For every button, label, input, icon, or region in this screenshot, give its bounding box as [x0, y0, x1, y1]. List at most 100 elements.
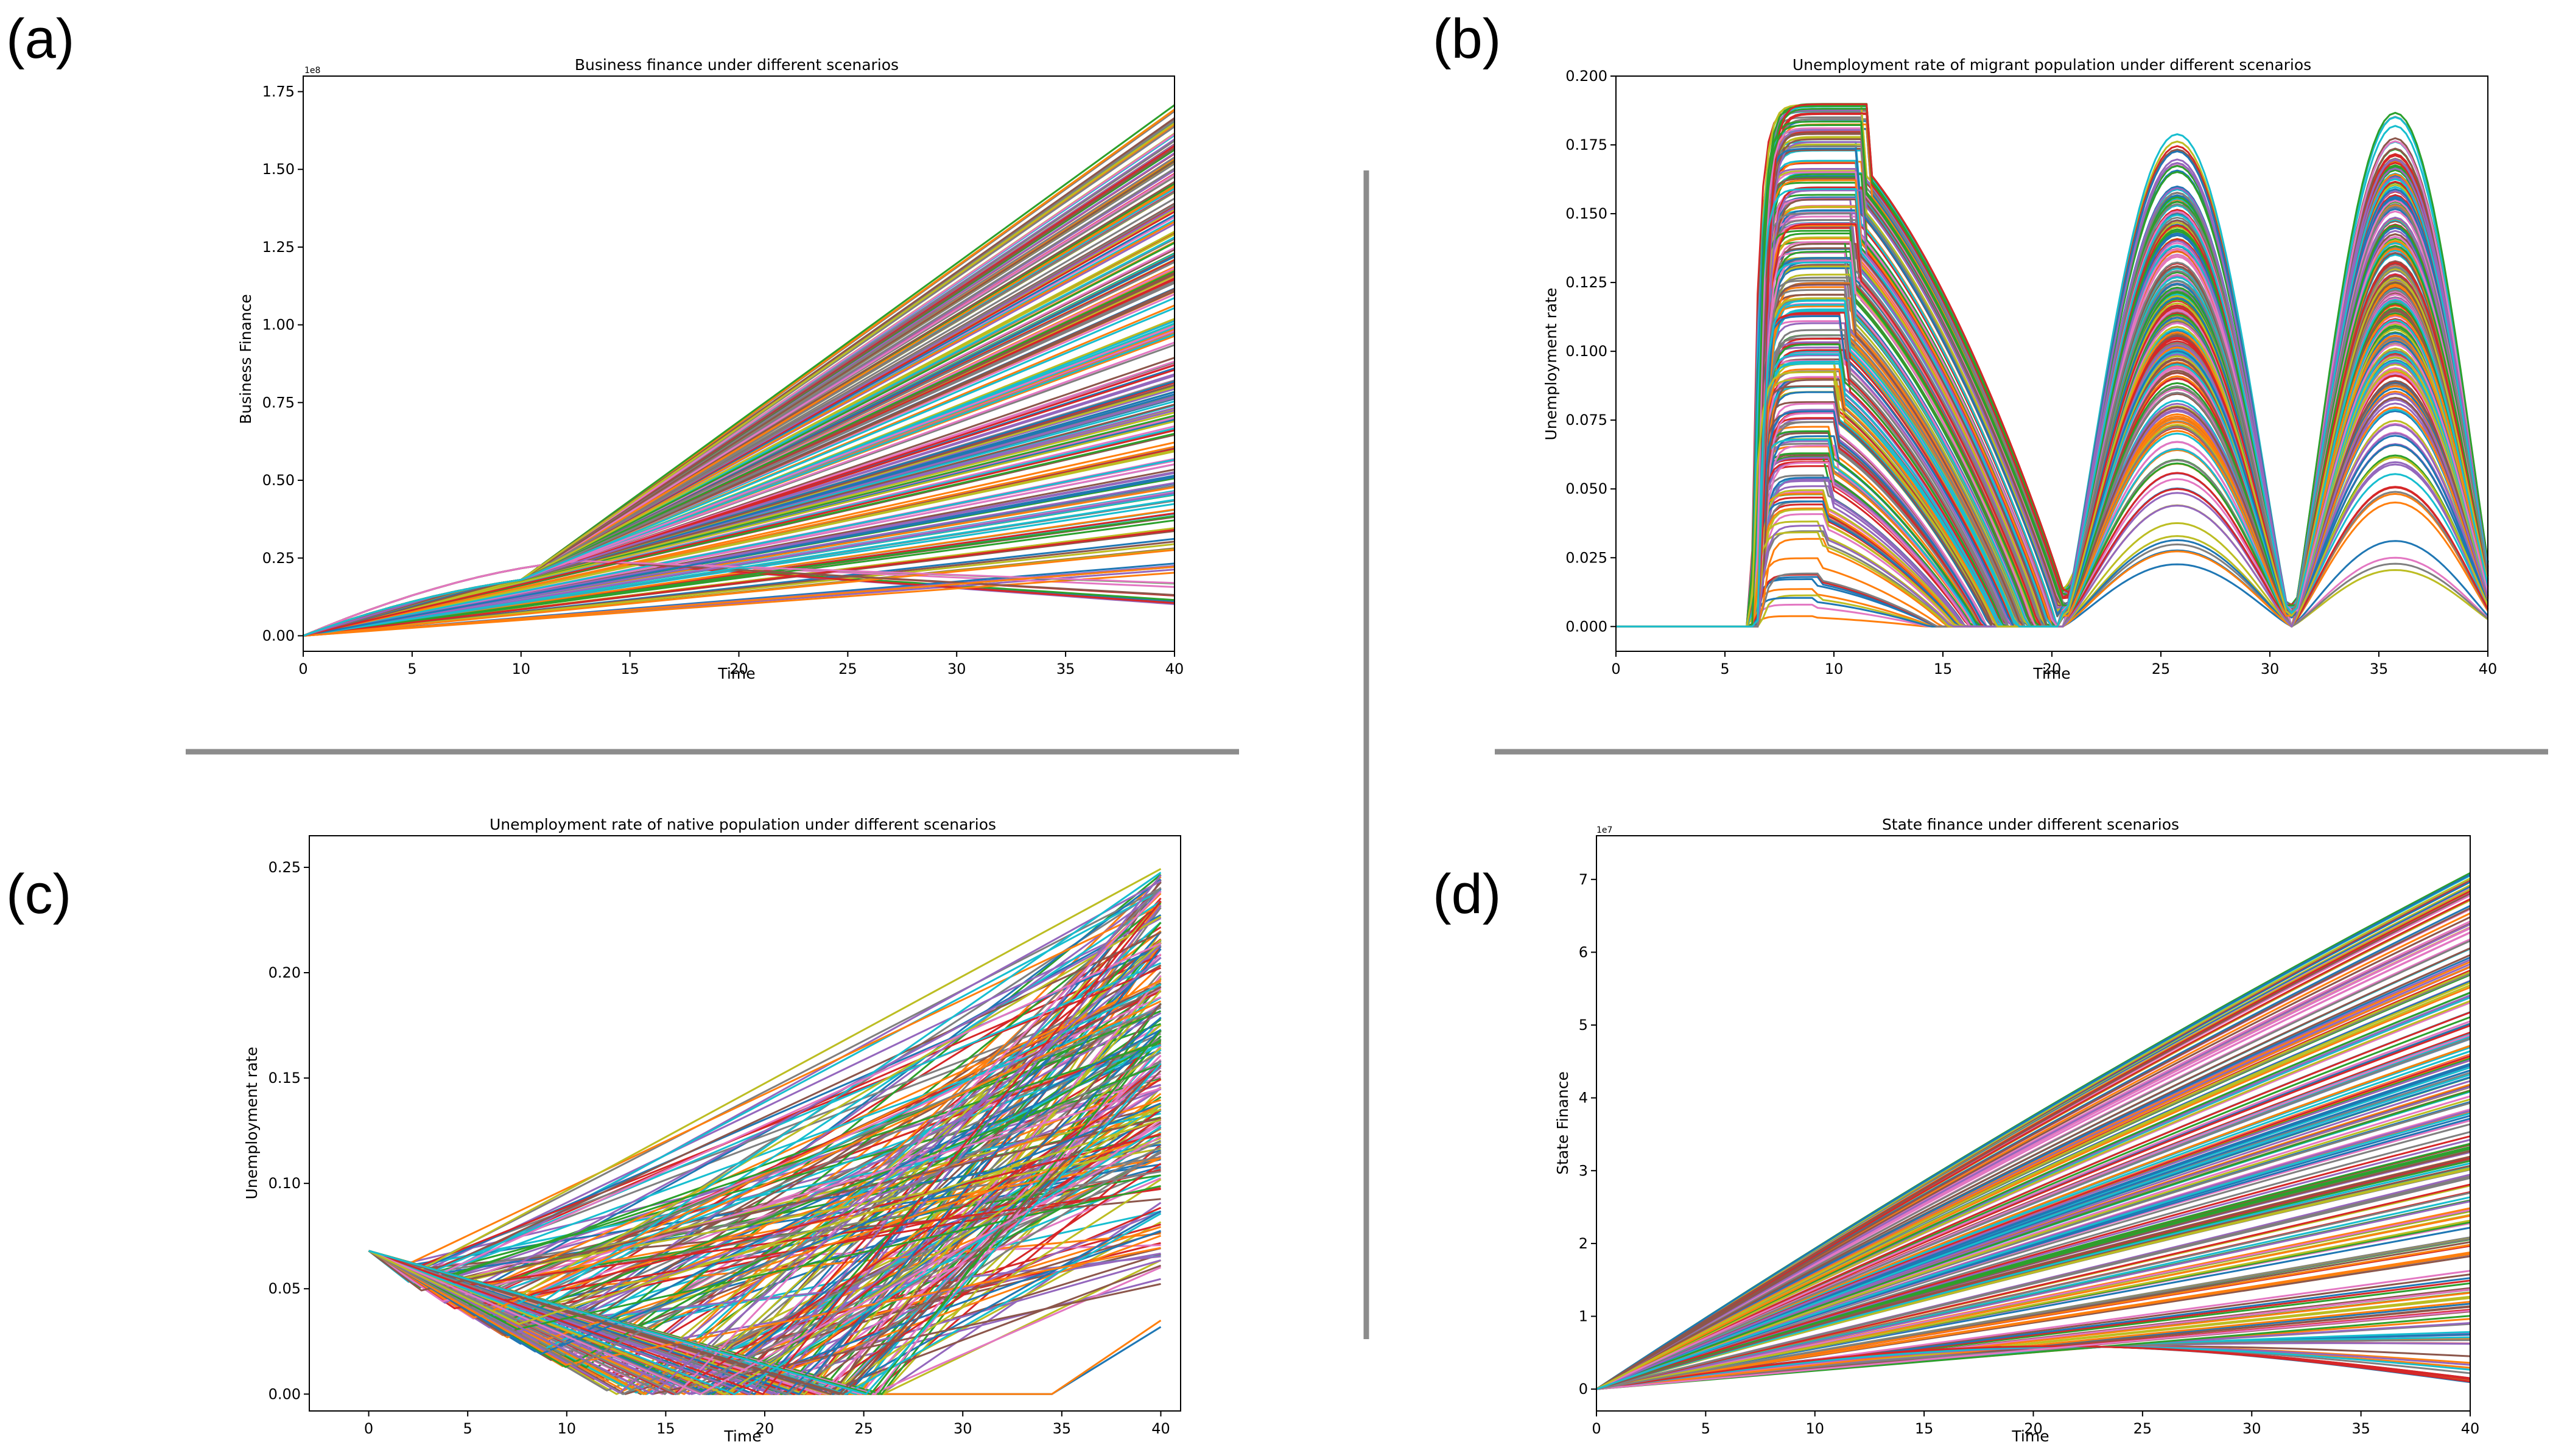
chart-title: Business finance under different scenari… — [575, 56, 899, 74]
series-line-212 — [1596, 1090, 2471, 1390]
y-tick-label: 1.75 — [262, 83, 295, 100]
series-line-209 — [1596, 1073, 2471, 1390]
series-line-184 — [368, 905, 1162, 1395]
y-tick-label: 3 — [1579, 1162, 1588, 1179]
series-line-233 — [368, 900, 1162, 1395]
series-line-225 — [368, 1117, 1161, 1292]
series-line-234 — [368, 944, 1162, 1395]
series-line-228 — [368, 1104, 1162, 1395]
x-tick-label: 0 — [364, 1420, 373, 1437]
series-line-171 — [1596, 1253, 2471, 1390]
x-tick-label: 30 — [953, 1420, 972, 1437]
x-tick-label: 30 — [947, 660, 966, 677]
x-tick-label: 5 — [463, 1420, 472, 1437]
x-tick-label: 35 — [1053, 1420, 1072, 1437]
y-tick-label: 5 — [1579, 1017, 1588, 1034]
x-tick-label: 25 — [2133, 1420, 2152, 1437]
series-line-233 — [303, 429, 1175, 637]
series-line-233 — [1596, 1345, 2471, 1390]
chart-title: Unemployment rate of native population u… — [490, 816, 996, 833]
x-tick-label: 10 — [1825, 660, 1844, 677]
y-tick-label: 4 — [1579, 1090, 1588, 1107]
x-tick-label: 10 — [1805, 1420, 1824, 1437]
y-offset-label: 1e8 — [304, 66, 320, 75]
plot-frame — [1615, 75, 2488, 652]
x-tick-label: 35 — [1056, 660, 1075, 677]
series-line-231 — [303, 565, 1175, 637]
series-line-235 — [1596, 1155, 2471, 1390]
x-tick-label: 15 — [620, 660, 639, 677]
series-line-201 — [1596, 1292, 2471, 1390]
series-line-192 — [303, 515, 1175, 637]
x-axis-label: Time — [2011, 1427, 2049, 1445]
series-line-232 — [1596, 1147, 2471, 1390]
series-line-197 — [1596, 1037, 2471, 1390]
series-line-185 — [1596, 907, 2471, 1390]
series-line-210 — [303, 393, 1175, 637]
chart-title: Unemployment rate of migrant population … — [1793, 56, 2311, 74]
chart-business-finance: Business finance under different scenari… — [237, 56, 1184, 682]
series-line-215 — [1596, 892, 2471, 1390]
series-line-199 — [303, 458, 1175, 637]
x-tick-label: 25 — [838, 660, 857, 677]
y-axis-label: State Finance — [1554, 1071, 1571, 1175]
series-line-195 — [303, 404, 1175, 637]
series-line-194 — [1596, 1200, 2471, 1390]
series-layer — [303, 104, 1175, 637]
series-line-194 — [303, 481, 1175, 637]
y-tick-label: 0.20 — [269, 964, 301, 981]
x-tick-label: 0 — [1611, 660, 1620, 677]
x-tick-label: 0 — [1592, 1420, 1601, 1437]
panel-label-b: (b) — [1433, 8, 1501, 70]
y-tick-label: 0.175 — [1565, 136, 1607, 153]
series-layer — [1616, 103, 2489, 628]
series-line-231 — [368, 1000, 1162, 1317]
x-tick-label: 20 — [729, 660, 748, 677]
series-line-221 — [1596, 986, 2471, 1390]
y-axis-label: Unemployment rate — [1542, 288, 1560, 441]
x-ticks: 0 5 10 15 20 25 30 35 40 — [298, 651, 1184, 677]
series-line-221 — [303, 441, 1175, 637]
series-line-178 — [303, 449, 1175, 637]
series-line-225 — [1596, 916, 2471, 1390]
series-line-239 — [368, 1063, 1162, 1395]
x-ticks: 0 5 10 15 20 25 30 35 40 — [1611, 651, 2497, 677]
series-line-206 — [368, 1087, 1161, 1303]
y-tick-label: 0.075 — [1565, 411, 1607, 429]
series-line-148 — [303, 411, 1175, 637]
x-tick-label: 5 — [1701, 1420, 1710, 1437]
x-tick-label: 35 — [2351, 1420, 2370, 1437]
y-offset-label: 1e7 — [1596, 825, 1612, 835]
y-tick-label: 1.25 — [262, 239, 295, 256]
y-axis-label: Unemployment rate — [243, 1047, 261, 1200]
y-tick-label: 0.000 — [1565, 618, 1607, 635]
x-axis-label: Time — [723, 1427, 761, 1445]
x-axis-label: Time — [717, 665, 755, 682]
series-line-136 — [1596, 931, 2471, 1390]
y-ticks: 0.00 0.05 0.10 0.15 0.20 0.25 — [269, 859, 309, 1402]
series-line-239 — [1616, 214, 2489, 628]
plot-frame — [303, 75, 1175, 652]
series-layer — [1596, 872, 2471, 1390]
series-line-237 — [1596, 1237, 2471, 1390]
y-tick-label: 0.050 — [1565, 480, 1607, 497]
series-line-232 — [1616, 124, 2489, 628]
series-line-191 — [368, 1099, 1161, 1318]
x-tick-label: 15 — [1934, 660, 1953, 677]
series-line-203 — [1596, 1135, 2471, 1390]
panel-label-d: (d) — [1433, 863, 1501, 925]
chart-state-finance: State finance under different scenarios … — [1554, 816, 2479, 1445]
x-tick-label: 25 — [2152, 660, 2171, 677]
series-line-214 — [1596, 923, 2471, 1390]
y-tick-label: 0.200 — [1565, 68, 1607, 85]
x-ticks: 0 5 10 15 20 25 30 35 40 — [364, 1411, 1170, 1437]
series-line-231 — [1596, 1244, 2471, 1390]
series-line-224 — [1596, 1059, 2471, 1390]
series-line-226 — [1596, 1020, 2471, 1390]
x-tick-label: 0 — [298, 660, 307, 677]
series-line-201 — [303, 572, 1175, 637]
series-line-178 — [1596, 1098, 2471, 1390]
x-tick-label: 40 — [2479, 660, 2498, 677]
y-tick-label: 0.50 — [262, 472, 295, 489]
